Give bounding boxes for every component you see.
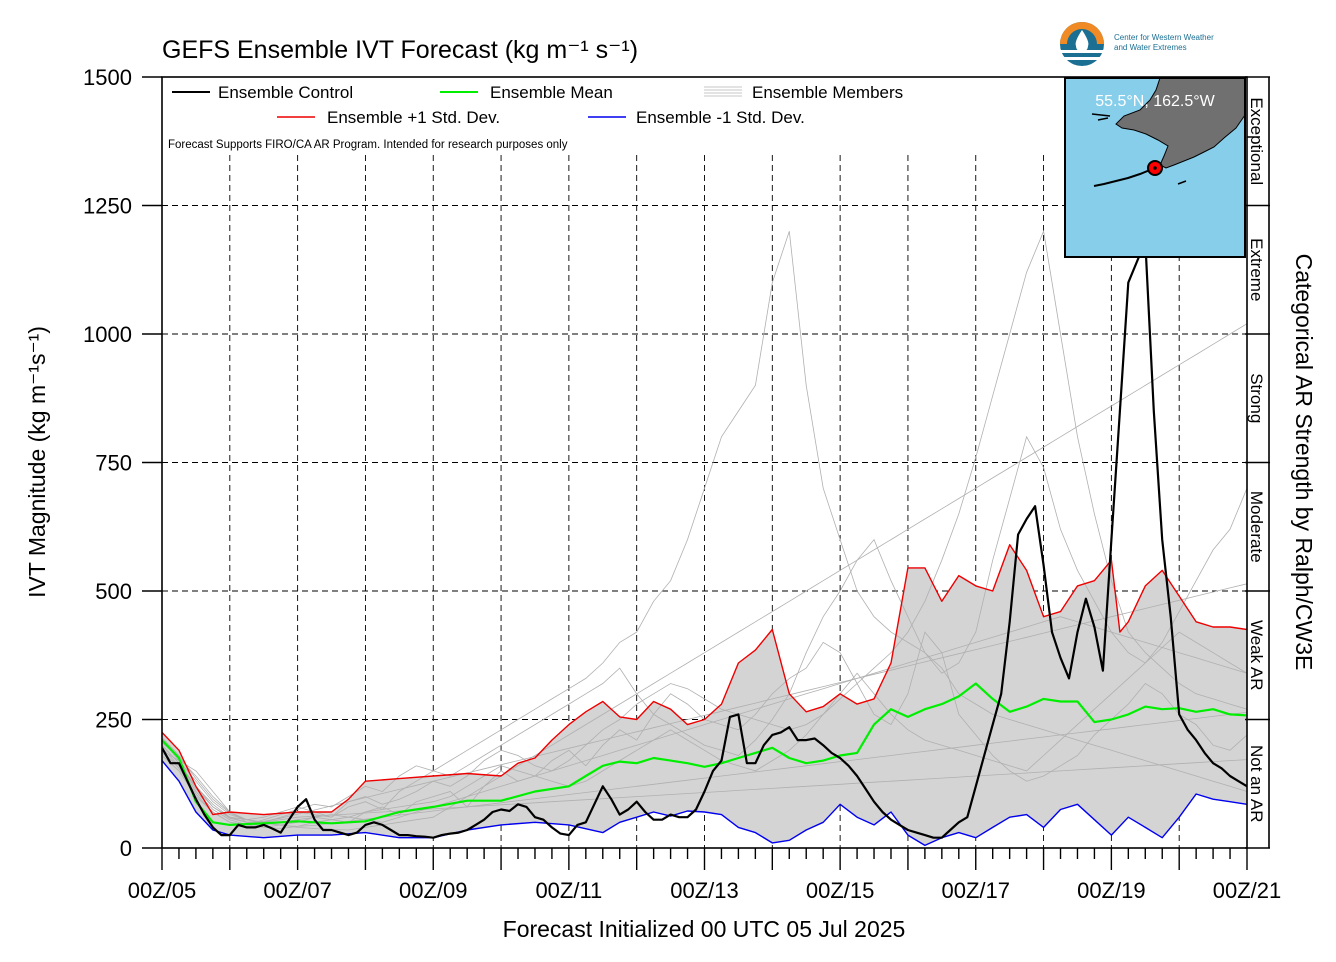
y-tick-label: 250	[95, 708, 132, 733]
x-tick-label: 00Z/09	[399, 878, 468, 903]
std-dev-band	[162, 544, 1247, 846]
ensemble-member-line-2	[162, 231, 1247, 826]
category-label: Extreme	[1247, 238, 1266, 301]
inset-location-label: 55.5°N, 162.5°W	[1095, 93, 1215, 110]
legend-plus-std-label: Ensemble +1 Std. Dev.	[327, 108, 500, 127]
legend-members-label: Ensemble Members	[752, 83, 903, 102]
x-tick-label: 00Z/19	[1077, 878, 1146, 903]
x-tick-label: 00Z/07	[263, 878, 332, 903]
y-axis-label: IVT Magnitude (kg m⁻¹s⁻¹)	[24, 326, 50, 598]
cw3e-logo: Center for Western Weather and Water Ext…	[1060, 22, 1214, 66]
y-tick-label: 0	[120, 836, 132, 861]
category-labels: Not an AR Weak AR Moderate Strong Extreme Exc…	[1245, 76, 1270, 849]
x-tick-label: 00Z/21	[1213, 878, 1282, 903]
ensemble-member-line-6	[162, 323, 1247, 831]
axes: 0 250 500 750 1000 1250 1500 00Z/05 00Z/07 00Z/09…	[83, 65, 1281, 903]
legend-mean-label: Ensemble Mean	[490, 83, 613, 102]
legend-control-label: Ensemble Control	[218, 83, 353, 102]
category-label: Weak AR	[1247, 620, 1266, 691]
right-axis-label: Categorical AR Strength by Ralph/CW3E	[1291, 254, 1317, 671]
x-tick-label: 00Z/13	[670, 878, 739, 903]
x-tick-label: 00Z/11	[535, 878, 602, 903]
x-tick-label: 00Z/17	[942, 878, 1011, 903]
x-tick-label: 00Z/05	[128, 878, 197, 903]
logo-text-line2: and Water Extremes	[1114, 43, 1187, 52]
category-label: Strong	[1247, 373, 1266, 423]
ensemble-member-line-4	[162, 631, 1247, 829]
disclaimer-note: Forecast Supports FIRO/CA AR Program. In…	[168, 139, 568, 151]
series-control-line	[162, 240, 1247, 839]
y-tick-label: 750	[95, 451, 132, 476]
landmass	[1115, 77, 1246, 169]
legend: Ensemble Control Ensemble Mean Ensemble …	[168, 83, 903, 151]
y-tick-label: 1000	[83, 322, 132, 347]
std-dev-band-fill	[162, 544, 1247, 846]
category-label: Not an AR	[1247, 745, 1266, 823]
ensemble-member-line-3	[162, 229, 1247, 821]
series-minus-std-line	[162, 760, 1247, 847]
category-label: Exceptional	[1247, 97, 1266, 185]
y-tick-label: 500	[95, 579, 132, 604]
x-tick-label: 00Z/15	[806, 878, 875, 903]
ensemble-member-line-1	[162, 435, 1247, 823]
location-inset-map: 55.5°N, 162.5°W	[1064, 77, 1246, 258]
x-axis-label: Forecast Initialized 00 UTC 05 Jul 2025	[503, 916, 906, 942]
y-tick-label: 1250	[83, 194, 132, 219]
ensemble-member-line-5	[162, 616, 1247, 826]
chart-title: GEFS Ensemble IVT Forecast (kg m⁻¹ s⁻¹)	[162, 36, 638, 64]
legend-minus-std-label: Ensemble -1 Std. Dev.	[636, 108, 805, 127]
series-plus-std-line	[162, 544, 1247, 816]
y-tick-label: 1500	[83, 65, 132, 90]
series-mean-line	[162, 682, 1247, 827]
series-lines	[162, 240, 1247, 847]
category-label: Moderate	[1247, 491, 1266, 563]
logo-text-line1: Center for Western Weather	[1114, 33, 1214, 42]
grid-lines	[162, 155, 1247, 848]
